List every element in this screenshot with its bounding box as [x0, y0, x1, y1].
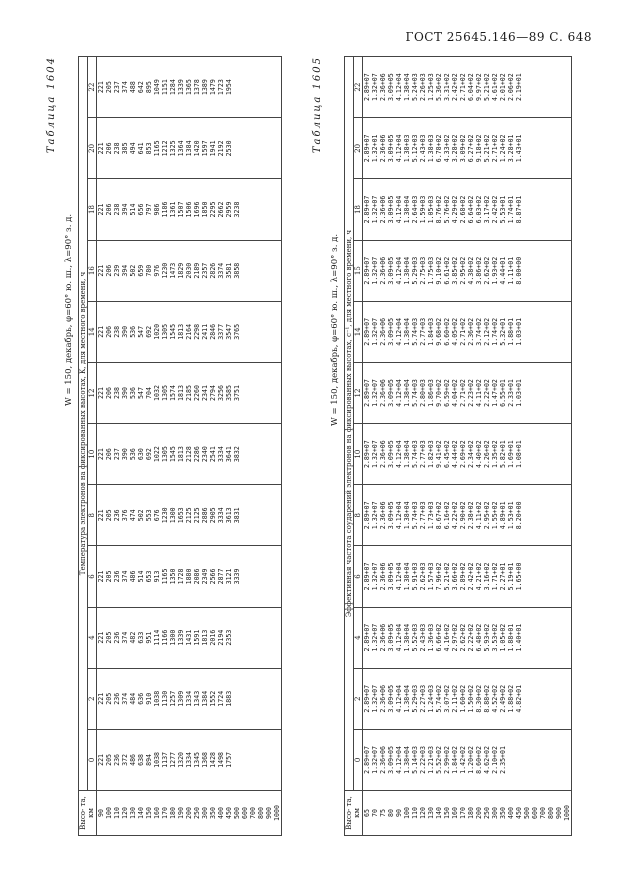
- column-header: 18: [87, 178, 97, 241]
- value-column: 2.89+07 1.32+07 2.36+06 3.09+05 4.12+04 …: [362, 178, 572, 241]
- table-caption: W = 150, декабрь, φ=60° ю. ш., λ=90° з. …: [330, 233, 340, 426]
- value-column: 2.89+07 1.32+07 2.36+06 3.09+05 4.12+04 …: [362, 362, 572, 424]
- table-1604-block: Таблица 1604 W = 150, декабрь, φ=60° ю. …: [46, 56, 312, 836]
- value-column: 221 206 238 390 536 547 692 1020 1305 15…: [96, 301, 282, 363]
- value-column: 221 206 238 385 494 641 853 1165 1212 13…: [96, 117, 282, 179]
- table-title: Таблица 1605: [312, 56, 323, 154]
- column-headers: 0 2 4 6 8 10 12 14 15 18 20 22: [353, 56, 363, 836]
- column-header: 12: [353, 362, 363, 424]
- value-column: 221 205 237 374 488 642 895 1049 1151 12…: [96, 56, 282, 118]
- group-header: Эффективная частота соударений электроно…: [344, 56, 354, 791]
- value-column: 221 205 236 374 482 633 951 1114 1166 13…: [96, 607, 282, 669]
- column-header: 14: [353, 301, 363, 363]
- table-1605: Высо- та, км Эффективная частота соударе…: [344, 56, 572, 836]
- value-column: 221 206 239 394 502 659 780 976 1230 147…: [96, 240, 282, 302]
- column-header: 18: [353, 178, 363, 241]
- value-column: 2.89+07 1.32+07 2.36+06 3.09+05 4.12+04 …: [362, 729, 572, 791]
- value-column: 221 206 238 394 514 656 797 986 1186 136…: [96, 178, 282, 241]
- column-header: 20: [87, 117, 97, 179]
- value-column: 221 205 236 374 486 514 653 913 1165 135…: [96, 545, 282, 608]
- column-header: 2: [87, 668, 97, 730]
- column-header: 15: [353, 240, 363, 302]
- column-header: 2: [353, 668, 363, 730]
- table-caption: W = 150, декабрь, φ=60° ю. ш., λ=90° з. …: [64, 213, 74, 406]
- value-column: 2.89+07 1.32+07 2.36+06 3.09+05 4.12+04 …: [362, 240, 572, 302]
- column-header: 16: [87, 240, 97, 302]
- column-header: 8: [87, 484, 97, 546]
- group-header: Температура электронов на фиксированных …: [78, 56, 88, 791]
- value-column: 2.89+07 1.32+07 2.36+06 3.09+05 4.12+04 …: [362, 301, 572, 363]
- table-title: Таблица 1604: [46, 56, 57, 154]
- value-column: 221 205 236 372 486 638 894 1038 1137 12…: [96, 729, 282, 791]
- column-header: 4: [87, 607, 97, 669]
- height-column: 90 100 110 120 130 140 150 160 170 180 1…: [96, 790, 282, 836]
- column-header: 22: [353, 56, 363, 118]
- column-header: 14: [87, 301, 97, 363]
- column-header: 6: [87, 545, 97, 608]
- value-column: 221 205 236 374 484 636 910 1038 1130 12…: [96, 668, 282, 730]
- height-column: 65 70 75 80 90 100 110 120 130 140 150 1…: [362, 790, 572, 836]
- value-column: 221 205 236 376 474 502 553 676 1230 130…: [96, 484, 282, 546]
- column-header: 6: [353, 545, 363, 608]
- column-header: 10: [353, 423, 363, 485]
- value-column: 2.89+07 1.32+07 2.36+06 3.09+05 4.12+04 …: [362, 607, 572, 669]
- value-column: 2.89+07 1.32+07 2.36+06 3.09+05 4.12+04 …: [362, 668, 572, 730]
- column-headers: 0 2 4 6 8 10 12 14 16 18 20 22: [87, 56, 97, 836]
- column-header: 0: [87, 729, 97, 791]
- column-header: 8: [353, 484, 363, 546]
- table-1605-block: Таблица 1605 W = 150, декабрь, φ=60° ю. …: [312, 56, 618, 836]
- value-column: 2.89+07 1.32+07 2.36+06 3.09+05 4.12+04 …: [362, 545, 572, 608]
- height-header: Высо- та, км: [344, 790, 363, 836]
- value-column: 221 206 237 390 536 630 692 1022 1305 15…: [96, 423, 282, 485]
- column-header: 4: [353, 607, 363, 669]
- column-header: 22: [87, 56, 97, 118]
- value-column: 2.89+07 1.32+07 2.36+06 3.09+05 4.12+04 …: [362, 423, 572, 485]
- value-column: 2.89+07 1.32+07 2.36+06 3.09+05 4.12+04 …: [362, 484, 572, 546]
- page-header: ГОСТ 25645.146—89 С. 648: [405, 30, 592, 44]
- height-header: Высо- та, км: [78, 790, 97, 836]
- value-column: 2.89+07 1.32+07 2.36+06 3.09+05 4.12+04 …: [362, 56, 572, 118]
- column-header: 10: [87, 423, 97, 485]
- column-header: 12: [87, 362, 97, 424]
- value-column: 221 206 238 390 536 547 704 1032 1305 15…: [96, 362, 282, 424]
- column-header: 0: [353, 729, 363, 791]
- value-column: 2.89+07 1.32+01 2.36+06 3.09+05 4.12+04 …: [362, 117, 572, 179]
- column-header: 20: [353, 117, 363, 179]
- table-1604: Высо- та, км Температура электронов на ф…: [78, 56, 282, 836]
